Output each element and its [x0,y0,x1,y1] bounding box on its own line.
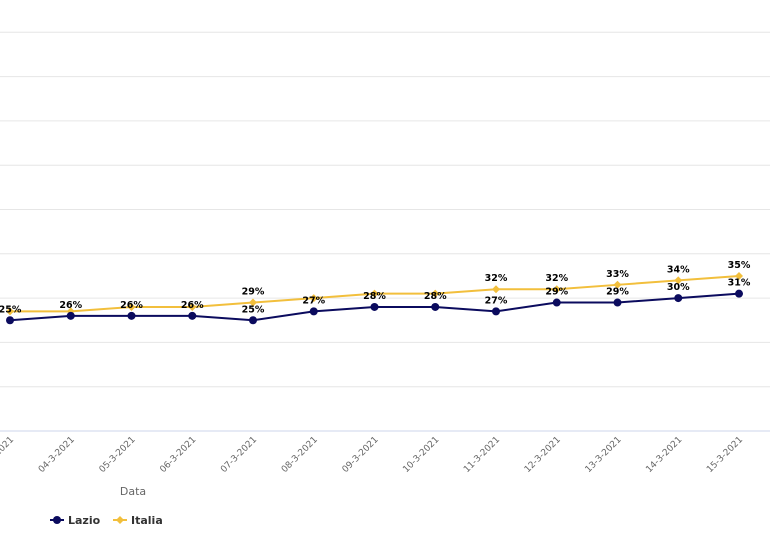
x-tick-label: 06-3-2021 [158,435,198,475]
point-lazio[interactable] [552,298,561,307]
x-tick-label: 07-3-2021 [219,435,259,475]
x-axis-title: Data [120,485,146,498]
point-lazio[interactable] [370,302,379,311]
data-label-italia: 34% [667,264,690,275]
point-lazio[interactable] [492,307,500,316]
data-label-italia: 32% [545,273,568,284]
x-tick-label: 11-3-2021 [462,435,502,475]
legend[interactable]: Lazio Italia [50,514,163,527]
point-lazio[interactable] [188,311,197,320]
point-italia[interactable] [127,302,136,311]
x-tick-label: 03-3-2021 [0,435,16,475]
x-axis-ticks: 03-3-2021 04-3-2021 05-3-2021 06-3-2021 07-3… [0,435,745,475]
data-label-italia: 35% [728,260,751,271]
point-lazio[interactable] [431,302,440,311]
point-lazio[interactable] [309,307,318,316]
x-tick-label: 10-3-2021 [401,435,441,475]
series-lines [6,271,743,325]
data-label-lazio: 25% [242,304,265,315]
data-label-lazio: 29% [606,287,629,298]
point-lazio[interactable] [127,311,136,320]
point-italia[interactable] [6,307,14,316]
point-italia[interactable] [674,276,683,285]
point-lazio[interactable] [674,294,683,303]
data-label-lazio: 27% [302,295,325,306]
point-lazio[interactable] [66,311,75,320]
x-tick-label: 12-3-2021 [523,435,563,475]
data-label-italia: 29% [242,287,265,298]
data-label-lazio: 31% [728,278,751,289]
legend-circle-icon [53,516,61,524]
point-italia[interactable] [552,285,561,294]
x-tick-label: 05-3-2021 [98,435,138,475]
point-italia[interactable] [370,289,379,298]
data-label-lazio: 25% [0,304,22,315]
legend-item-italia[interactable]: Italia [131,514,163,527]
data-label-italia: 32% [485,273,508,284]
x-tick-label: 15-3-2021 [705,435,745,475]
data-label-lazio: 28% [363,291,386,302]
point-italia[interactable] [735,271,743,280]
legend-diamond-icon [116,516,124,524]
point-lazio[interactable] [249,316,257,325]
point-lazio[interactable] [613,298,622,307]
x-tick-label: 08-3-2021 [280,435,320,475]
x-tick-label: 14-3-2021 [644,435,684,475]
data-label-lazio: 28% [424,291,447,302]
data-labels: 29% 32% 32% 33% 34% 35% 25% 26% 26% 26% 25% 27% 28% 2… [0,260,751,315]
data-label-lazio: 27% [485,295,508,306]
point-italia[interactable] [249,298,257,307]
x-tick-label: 09-3-2021 [341,435,381,475]
x-tick-label: 13-3-2021 [584,435,624,475]
point-italia[interactable] [309,294,318,303]
legend-item-lazio[interactable]: Lazio [68,514,101,527]
x-tick-label: 04-3-2021 [37,435,77,475]
point-italia[interactable] [188,302,197,311]
point-lazio[interactable] [6,316,14,325]
data-label-lazio: 26% [59,300,82,311]
point-italia[interactable] [492,285,500,294]
data-label-italia: 33% [606,269,629,280]
data-label-lazio: 29% [545,287,568,298]
point-italia[interactable] [613,280,622,289]
data-label-lazio: 26% [181,300,204,311]
point-italia[interactable] [431,289,440,298]
data-label-lazio: 26% [120,300,143,311]
gridlines [0,31,770,432]
data-label-lazio: 30% [667,282,690,293]
point-lazio[interactable] [735,289,743,298]
